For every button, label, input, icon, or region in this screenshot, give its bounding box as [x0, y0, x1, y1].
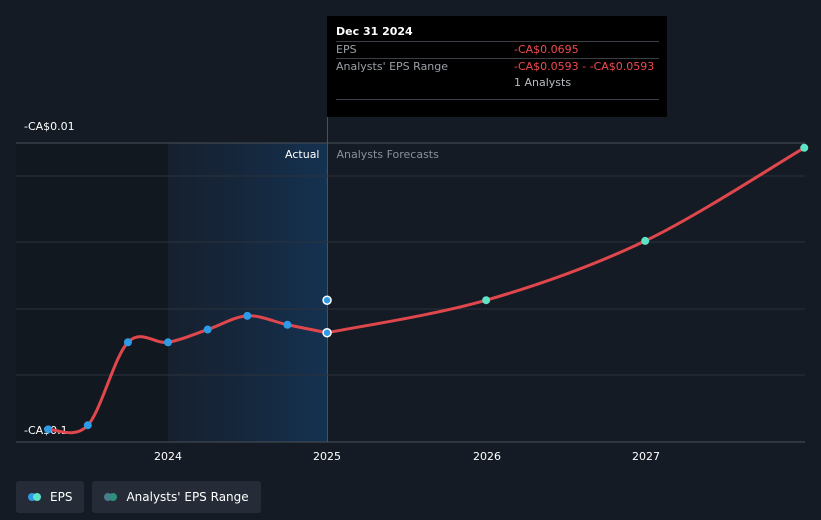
- actual-eps-point: [123, 338, 132, 347]
- legend: EPS Analysts' EPS Range: [16, 481, 261, 513]
- actual-eps-point: [283, 320, 292, 329]
- forecast-region-label: Analysts Forecasts: [337, 148, 440, 161]
- tooltip-range-label: Analysts' EPS Range: [336, 60, 449, 73]
- tooltip-range-value: -CA$0.0593 - -CA$0.0593: [514, 60, 655, 73]
- tooltip: Dec 31 2024 EPS -CA$0.0695 Analysts' EPS…: [327, 16, 667, 117]
- forecast-eps-line: [325, 146, 806, 335]
- actual-eps-line: [46, 314, 329, 435]
- x-tick-label: 2024: [154, 450, 182, 463]
- tooltip-row-eps: EPS -CA$0.0695: [336, 41, 659, 58]
- tooltip-divider: [336, 99, 659, 116]
- x-tick-label: 2027: [632, 450, 660, 463]
- tooltip-row-range: Analysts' EPS Range -CA$0.0593 - -CA$0.0…: [336, 58, 659, 75]
- forecast-eps-point: [800, 143, 809, 152]
- x-tick-label: 2025: [313, 450, 341, 463]
- actual-eps-point: [243, 311, 252, 320]
- forecast-eps-point: [641, 236, 650, 245]
- actual-eps-point: [164, 338, 172, 347]
- eps-range-legend-icon: [104, 493, 120, 501]
- eps-legend-icon: [28, 493, 44, 501]
- actual-eps-point: [322, 327, 332, 338]
- x-tick-label: 2026: [473, 450, 501, 463]
- tooltip-date: Dec 31 2024: [336, 25, 413, 38]
- eps-range-point: [322, 295, 332, 305]
- y-tick-label: -CA$0.01: [24, 120, 75, 133]
- legend-item-eps[interactable]: EPS: [16, 481, 85, 513]
- actual-region-label: Actual: [285, 148, 319, 161]
- tooltip-row-analysts: 1 Analysts: [336, 75, 659, 91]
- actual-eps-point: [44, 425, 53, 434]
- tooltip-eps-value: -CA$0.0695: [514, 43, 579, 56]
- pre-period-shade: [16, 143, 168, 442]
- legend-eps-range-label: Analysts' EPS Range: [126, 490, 249, 504]
- actual-period-shade: [168, 143, 328, 442]
- legend-item-eps-range[interactable]: Analysts' EPS Range: [92, 481, 261, 513]
- legend-eps-label: EPS: [50, 490, 73, 504]
- actual-eps-point: [83, 421, 92, 430]
- tooltip-analysts-value: 1 Analysts: [514, 76, 572, 89]
- tooltip-analysts-label: [336, 75, 514, 91]
- actual-eps-point: [203, 325, 212, 334]
- tooltip-eps-label: EPS: [336, 43, 357, 56]
- forecast-eps-point: [482, 296, 491, 305]
